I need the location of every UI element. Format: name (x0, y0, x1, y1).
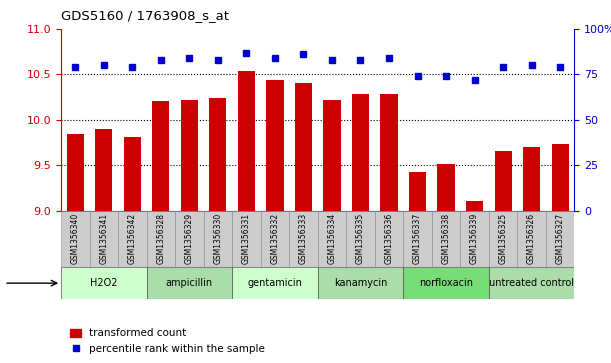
Bar (289, 211, 318, 267)
Bar (437, 164, 455, 363)
Bar (489, 267, 574, 299)
Bar (403, 211, 432, 267)
Bar (381, 94, 398, 363)
Bar (232, 211, 261, 267)
Bar (147, 211, 175, 267)
Bar (346, 211, 375, 267)
Bar (432, 211, 460, 267)
Bar (261, 211, 289, 267)
Text: GSM1356333: GSM1356333 (299, 213, 308, 264)
Text: gentamicin: gentamicin (247, 278, 302, 288)
Bar (546, 211, 574, 267)
Bar (90, 211, 118, 267)
Bar (518, 211, 546, 267)
Bar (232, 267, 318, 299)
Text: GSM1356327: GSM1356327 (555, 213, 565, 264)
Text: GSM1356331: GSM1356331 (242, 213, 251, 264)
Bar (295, 83, 312, 363)
Text: H2O2: H2O2 (90, 278, 118, 288)
Bar (118, 211, 147, 267)
Text: GSM1356332: GSM1356332 (271, 213, 279, 264)
Text: GSM1356334: GSM1356334 (327, 213, 337, 264)
Text: GSM1356338: GSM1356338 (442, 213, 450, 264)
Bar (552, 144, 569, 363)
Text: GSM1356342: GSM1356342 (128, 213, 137, 264)
Bar (181, 100, 198, 363)
Text: GSM1356341: GSM1356341 (100, 213, 108, 264)
Text: GSM1356336: GSM1356336 (384, 213, 393, 264)
Text: GSM1356339: GSM1356339 (470, 213, 479, 264)
Bar (238, 71, 255, 363)
Text: kanamycin: kanamycin (334, 278, 387, 288)
Bar (67, 134, 84, 363)
Text: GDS5160 / 1763908_s_at: GDS5160 / 1763908_s_at (61, 9, 229, 22)
Bar (318, 267, 403, 299)
Text: GSM1356337: GSM1356337 (413, 213, 422, 264)
Bar (489, 211, 518, 267)
Bar (460, 211, 489, 267)
Bar (403, 267, 489, 299)
Bar (409, 172, 426, 363)
Bar (323, 100, 340, 363)
Text: GSM1356340: GSM1356340 (71, 213, 80, 264)
Text: GSM1356328: GSM1356328 (156, 213, 166, 264)
Bar (124, 137, 141, 363)
Bar (152, 101, 169, 363)
Text: ampicillin: ampicillin (166, 278, 213, 288)
Text: GSM1356335: GSM1356335 (356, 213, 365, 264)
Text: agent: agent (0, 278, 1, 288)
Text: GSM1356330: GSM1356330 (213, 213, 222, 264)
Bar (61, 211, 90, 267)
Legend: transformed count, percentile rank within the sample: transformed count, percentile rank withi… (67, 324, 269, 358)
Bar (203, 211, 232, 267)
Text: norfloxacin: norfloxacin (419, 278, 473, 288)
Text: GSM1356326: GSM1356326 (527, 213, 536, 264)
Bar (95, 129, 112, 363)
Bar (466, 201, 483, 363)
Text: GSM1356329: GSM1356329 (185, 213, 194, 264)
Bar (352, 94, 369, 363)
Bar (523, 147, 540, 363)
Bar (61, 267, 147, 299)
Text: untreated control: untreated control (489, 278, 574, 288)
Bar (210, 98, 227, 363)
Bar (494, 151, 511, 363)
Text: GSM1356325: GSM1356325 (499, 213, 508, 264)
Bar (175, 211, 203, 267)
Bar (147, 267, 232, 299)
Bar (375, 211, 403, 267)
Bar (318, 211, 346, 267)
Bar (266, 80, 284, 363)
